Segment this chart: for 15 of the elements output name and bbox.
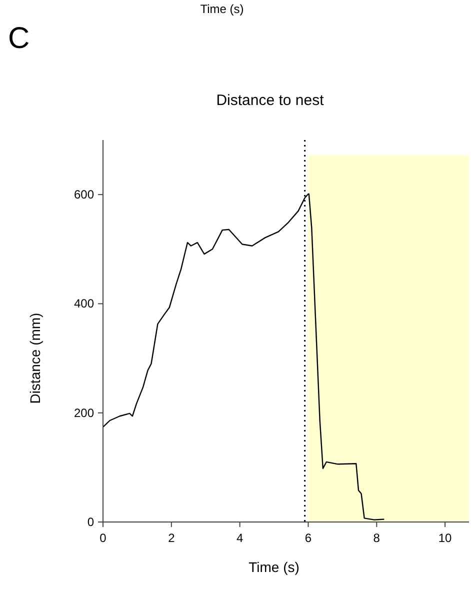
y-axis-title: Distance (mm) [27,312,43,404]
x-tick-label: 10 [438,531,452,545]
chart-title: Distance to nest [216,92,325,109]
text: Time (s) [200,2,244,16]
y-tick-label: 0 [87,515,94,529]
text: C [8,22,30,55]
x-tick-label: 4 [236,531,244,545]
x-tick-label: 2 [168,531,176,545]
x-tick-label: 8 [373,531,380,545]
y-tick-label: 200 [74,406,94,420]
x-tick-label: 6 [304,531,312,545]
x-tick-label: 0 [100,531,107,545]
x-axis-title: Time (s) [248,559,300,575]
y-tick-label: 400 [74,296,94,311]
y-tick-label: 600 [74,188,94,202]
